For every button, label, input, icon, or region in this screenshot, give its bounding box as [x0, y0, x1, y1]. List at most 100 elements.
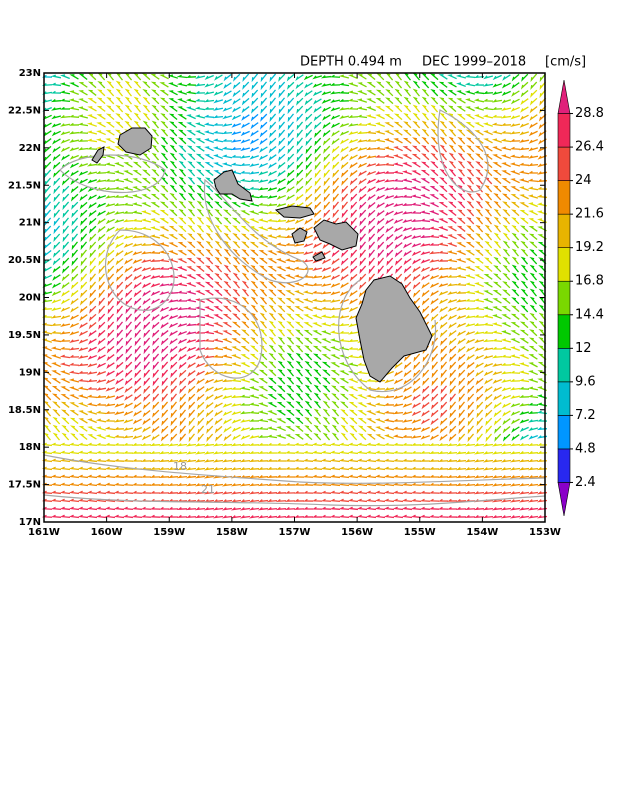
current-vector	[95, 442, 107, 446]
current-vector	[403, 386, 412, 393]
current-vector	[204, 273, 214, 281]
current-vector	[350, 201, 358, 211]
current-vector	[222, 403, 232, 408]
current-vector	[142, 401, 151, 410]
current-vector	[241, 272, 250, 281]
current-vector	[448, 120, 457, 129]
current-vector	[412, 386, 421, 394]
period-label: DEC 1999–2018	[422, 55, 526, 70]
current-vector	[502, 224, 511, 233]
current-vector	[466, 145, 475, 153]
current-vector	[278, 113, 286, 123]
current-vector	[313, 121, 322, 130]
current-vector	[98, 305, 106, 315]
current-vector	[384, 122, 394, 128]
current-vector	[167, 459, 179, 463]
current-vector	[143, 353, 150, 363]
current-vector	[455, 299, 467, 303]
current-vector	[69, 425, 79, 433]
current-vector	[527, 467, 539, 471]
current-vector	[356, 514, 368, 519]
current-vector	[402, 419, 413, 423]
current-vector	[332, 193, 339, 203]
current-vector	[338, 450, 350, 455]
current-vector	[538, 304, 546, 313]
current-vector	[248, 515, 260, 519]
current-vector	[449, 417, 457, 426]
current-vector	[439, 104, 448, 113]
current-vector	[446, 266, 458, 270]
current-vector	[125, 321, 133, 331]
current-vector	[537, 226, 547, 232]
current-vector	[384, 195, 395, 200]
current-vector	[176, 82, 188, 87]
current-vector	[258, 265, 268, 273]
current-vector	[437, 451, 449, 455]
current-vector	[493, 208, 502, 217]
current-vector	[41, 498, 53, 502]
current-vector	[125, 345, 133, 355]
current-vector	[95, 170, 107, 174]
current-vector	[519, 131, 530, 136]
current-vector	[68, 114, 80, 118]
current-vector	[302, 282, 314, 287]
current-vector	[250, 288, 259, 297]
current-vector	[176, 282, 188, 287]
current-vector	[330, 291, 341, 296]
current-vector	[287, 89, 295, 98]
current-vector	[178, 168, 187, 177]
current-vector	[339, 385, 349, 392]
current-vector	[529, 288, 537, 297]
current-vector	[482, 451, 494, 455]
current-vector	[383, 514, 395, 519]
current-vector	[176, 298, 188, 302]
current-vector	[221, 346, 233, 351]
current-vector	[500, 346, 512, 351]
current-vector	[519, 338, 529, 344]
current-vector	[68, 450, 80, 455]
current-vector	[483, 355, 494, 360]
current-vector	[474, 354, 484, 361]
current-vector	[194, 475, 206, 479]
current-vector	[221, 507, 233, 511]
current-vector	[448, 337, 457, 346]
current-vector	[312, 345, 322, 352]
current-vector	[223, 82, 232, 90]
current-vector	[79, 209, 88, 218]
current-vector	[133, 393, 142, 402]
current-vector	[51, 107, 62, 111]
current-vector	[455, 266, 467, 271]
current-vector	[402, 146, 412, 152]
current-vector	[501, 402, 511, 409]
current-vector	[152, 329, 160, 338]
current-vector	[393, 211, 404, 216]
current-vector	[204, 83, 215, 88]
current-vector	[53, 185, 61, 195]
current-vector	[419, 506, 431, 510]
current-vector	[332, 177, 340, 187]
current-vector	[438, 290, 448, 296]
current-vector	[213, 394, 223, 401]
current-vector	[196, 176, 205, 185]
current-vector	[311, 498, 323, 502]
current-vector	[104, 418, 116, 422]
current-vector	[464, 491, 476, 495]
current-vector	[61, 424, 70, 433]
current-vector	[214, 208, 223, 217]
current-vector	[483, 138, 493, 144]
current-vector	[492, 99, 503, 103]
current-vector	[518, 362, 529, 367]
current-vector	[258, 257, 268, 264]
current-vector	[383, 506, 395, 511]
current-vector	[266, 442, 278, 446]
current-vector	[320, 466, 332, 471]
current-vector	[528, 345, 538, 352]
current-vector	[313, 217, 322, 226]
current-vector	[158, 466, 170, 471]
current-vector	[538, 328, 547, 337]
current-vector	[258, 179, 269, 183]
current-vector	[314, 137, 322, 146]
current-vector	[77, 442, 89, 447]
current-vector	[410, 450, 422, 454]
current-vector	[185, 475, 197, 479]
